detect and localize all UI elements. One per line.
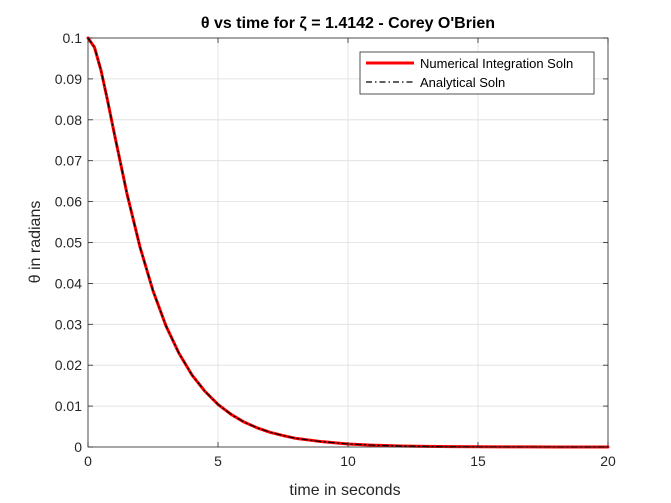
y-tick-label: 0.1 [63, 30, 83, 46]
x-tick-label: 5 [214, 453, 222, 469]
y-tick-label: 0.06 [55, 194, 82, 210]
x-axis-ticks: 0 5 10 15 20 [84, 38, 616, 469]
y-tick-label: 0.08 [55, 112, 82, 128]
y-tick-label: 0.04 [55, 275, 82, 291]
x-axis-label: time in seconds [289, 482, 400, 499]
y-tick-label: 0.07 [55, 153, 82, 169]
legend: Numerical Integration Soln Analytical So… [359, 51, 595, 95]
y-axis-ticks: 0 0.01 0.02 0.03 0.04 0.05 0.06 0.07 0.08 0.09 0.1 [55, 30, 608, 455]
y-axis-label: θ in radians [27, 201, 44, 284]
x-tick-label: 10 [340, 453, 356, 469]
y-tick-label: 0 [74, 439, 82, 455]
legend-label-numerical: Numerical Integration Soln [420, 56, 573, 71]
legend-box [359, 51, 595, 95]
y-tick-label: 0.02 [55, 357, 82, 373]
y-tick-label: 0.09 [55, 71, 82, 87]
x-tick-label: 15 [470, 453, 486, 469]
x-tick-label: 0 [84, 453, 92, 469]
y-tick-label: 0.05 [55, 235, 82, 251]
y-tick-label: 0.03 [55, 316, 82, 332]
x-tick-label: 20 [600, 453, 616, 469]
chart-title: θ vs time for ζ = 1.4142 - Corey O'Brien [201, 15, 495, 32]
y-tick-label: 0.01 [55, 398, 82, 414]
legend-label-analytical: Analytical Soln [420, 75, 505, 90]
